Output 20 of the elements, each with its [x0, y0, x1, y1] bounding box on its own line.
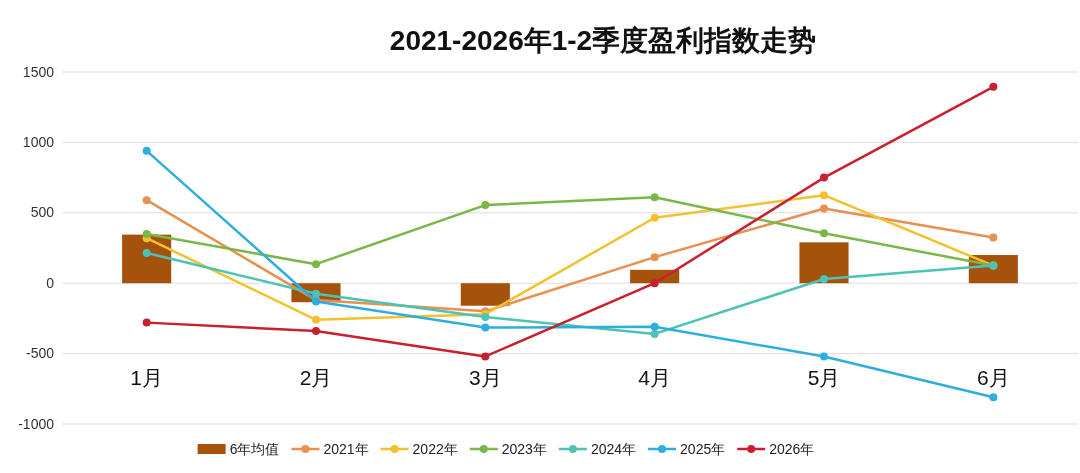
y-tick-label: 1000: [22, 133, 54, 150]
legend-label: 2024年: [590, 441, 637, 457]
x-tick-label: 3月: [469, 366, 502, 389]
legend-label: 6年均值: [229, 441, 280, 457]
legend-label: 2021年: [323, 441, 369, 457]
x-tick-label: 5月: [807, 366, 841, 389]
x-tick-label: 2月: [299, 366, 333, 389]
legend-label: 2023年: [501, 441, 547, 457]
x-tick-label: 6月: [977, 366, 1010, 389]
y-tick-label: 1500: [22, 63, 54, 80]
y-tick-label: 0: [46, 274, 54, 291]
x-tick-label: 4月: [638, 366, 671, 389]
x-tick-label: 1月: [130, 366, 163, 389]
legend-label: 2026年: [769, 441, 815, 457]
legend-label: 2022年: [412, 441, 458, 457]
legend-label: 2025年: [680, 441, 726, 457]
y-tick-label: -500: [25, 345, 54, 362]
title: 2021-2026年1-2季度盈利指数走势: [389, 25, 817, 56]
y-tick-label: -1000: [18, 415, 54, 432]
y-tick-label: 500: [30, 204, 54, 221]
